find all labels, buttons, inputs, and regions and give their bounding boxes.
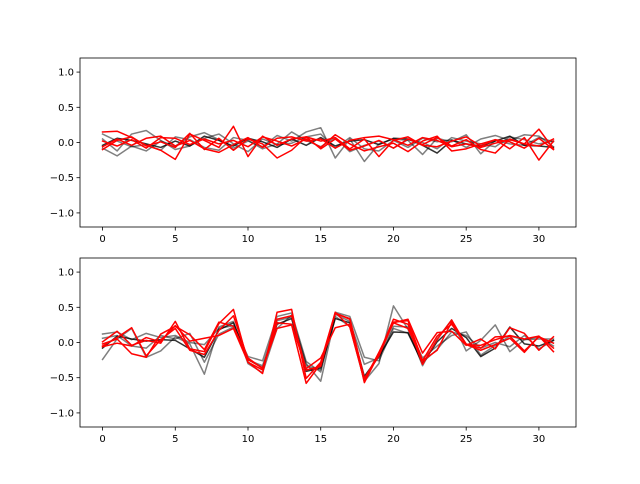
x-tick-label: 20 [387, 434, 400, 445]
x-tick-label: 15 [314, 234, 327, 245]
y-tick-label: −1.0 [50, 208, 74, 219]
x-tick-label: 0 [99, 434, 105, 445]
y-tick-label: 0.5 [58, 303, 74, 314]
subplot-bottom: 0 5 10 15 20 25 30 −1.0 −0.5 0.0 0.5 1.0 [50, 257, 577, 445]
x-tick-label: 0 [99, 234, 105, 245]
y-tick-label: −0.5 [50, 373, 74, 384]
x-tick-label: 30 [533, 434, 546, 445]
x-tick-label: 30 [533, 234, 546, 245]
x-tick-label: 15 [314, 434, 327, 445]
x-tick-label: 25 [460, 434, 473, 445]
x-tick-label: 25 [460, 234, 473, 245]
x-tick-label: 5 [172, 234, 178, 245]
series-line-7 [101, 134, 555, 153]
y-tick-label: 0.0 [58, 338, 74, 349]
series-line-7 [101, 318, 555, 380]
subplot-top: 0 5 10 15 20 25 30 −1.0 −0.5 0.0 0.5 1.0 [50, 57, 577, 245]
x-tick-label: 5 [172, 434, 178, 445]
y-tick-label: 0.5 [58, 103, 74, 114]
y-tick-label: 0.0 [58, 138, 74, 149]
x-tick-label: 10 [242, 234, 255, 245]
x-tick-label: 20 [387, 234, 400, 245]
y-tick-label: −0.5 [50, 173, 74, 184]
y-tick-label: −1.0 [50, 408, 74, 419]
x-tick-label: 10 [242, 434, 255, 445]
y-tick-label: 1.0 [58, 268, 74, 279]
y-tick-label: 1.0 [58, 68, 74, 79]
